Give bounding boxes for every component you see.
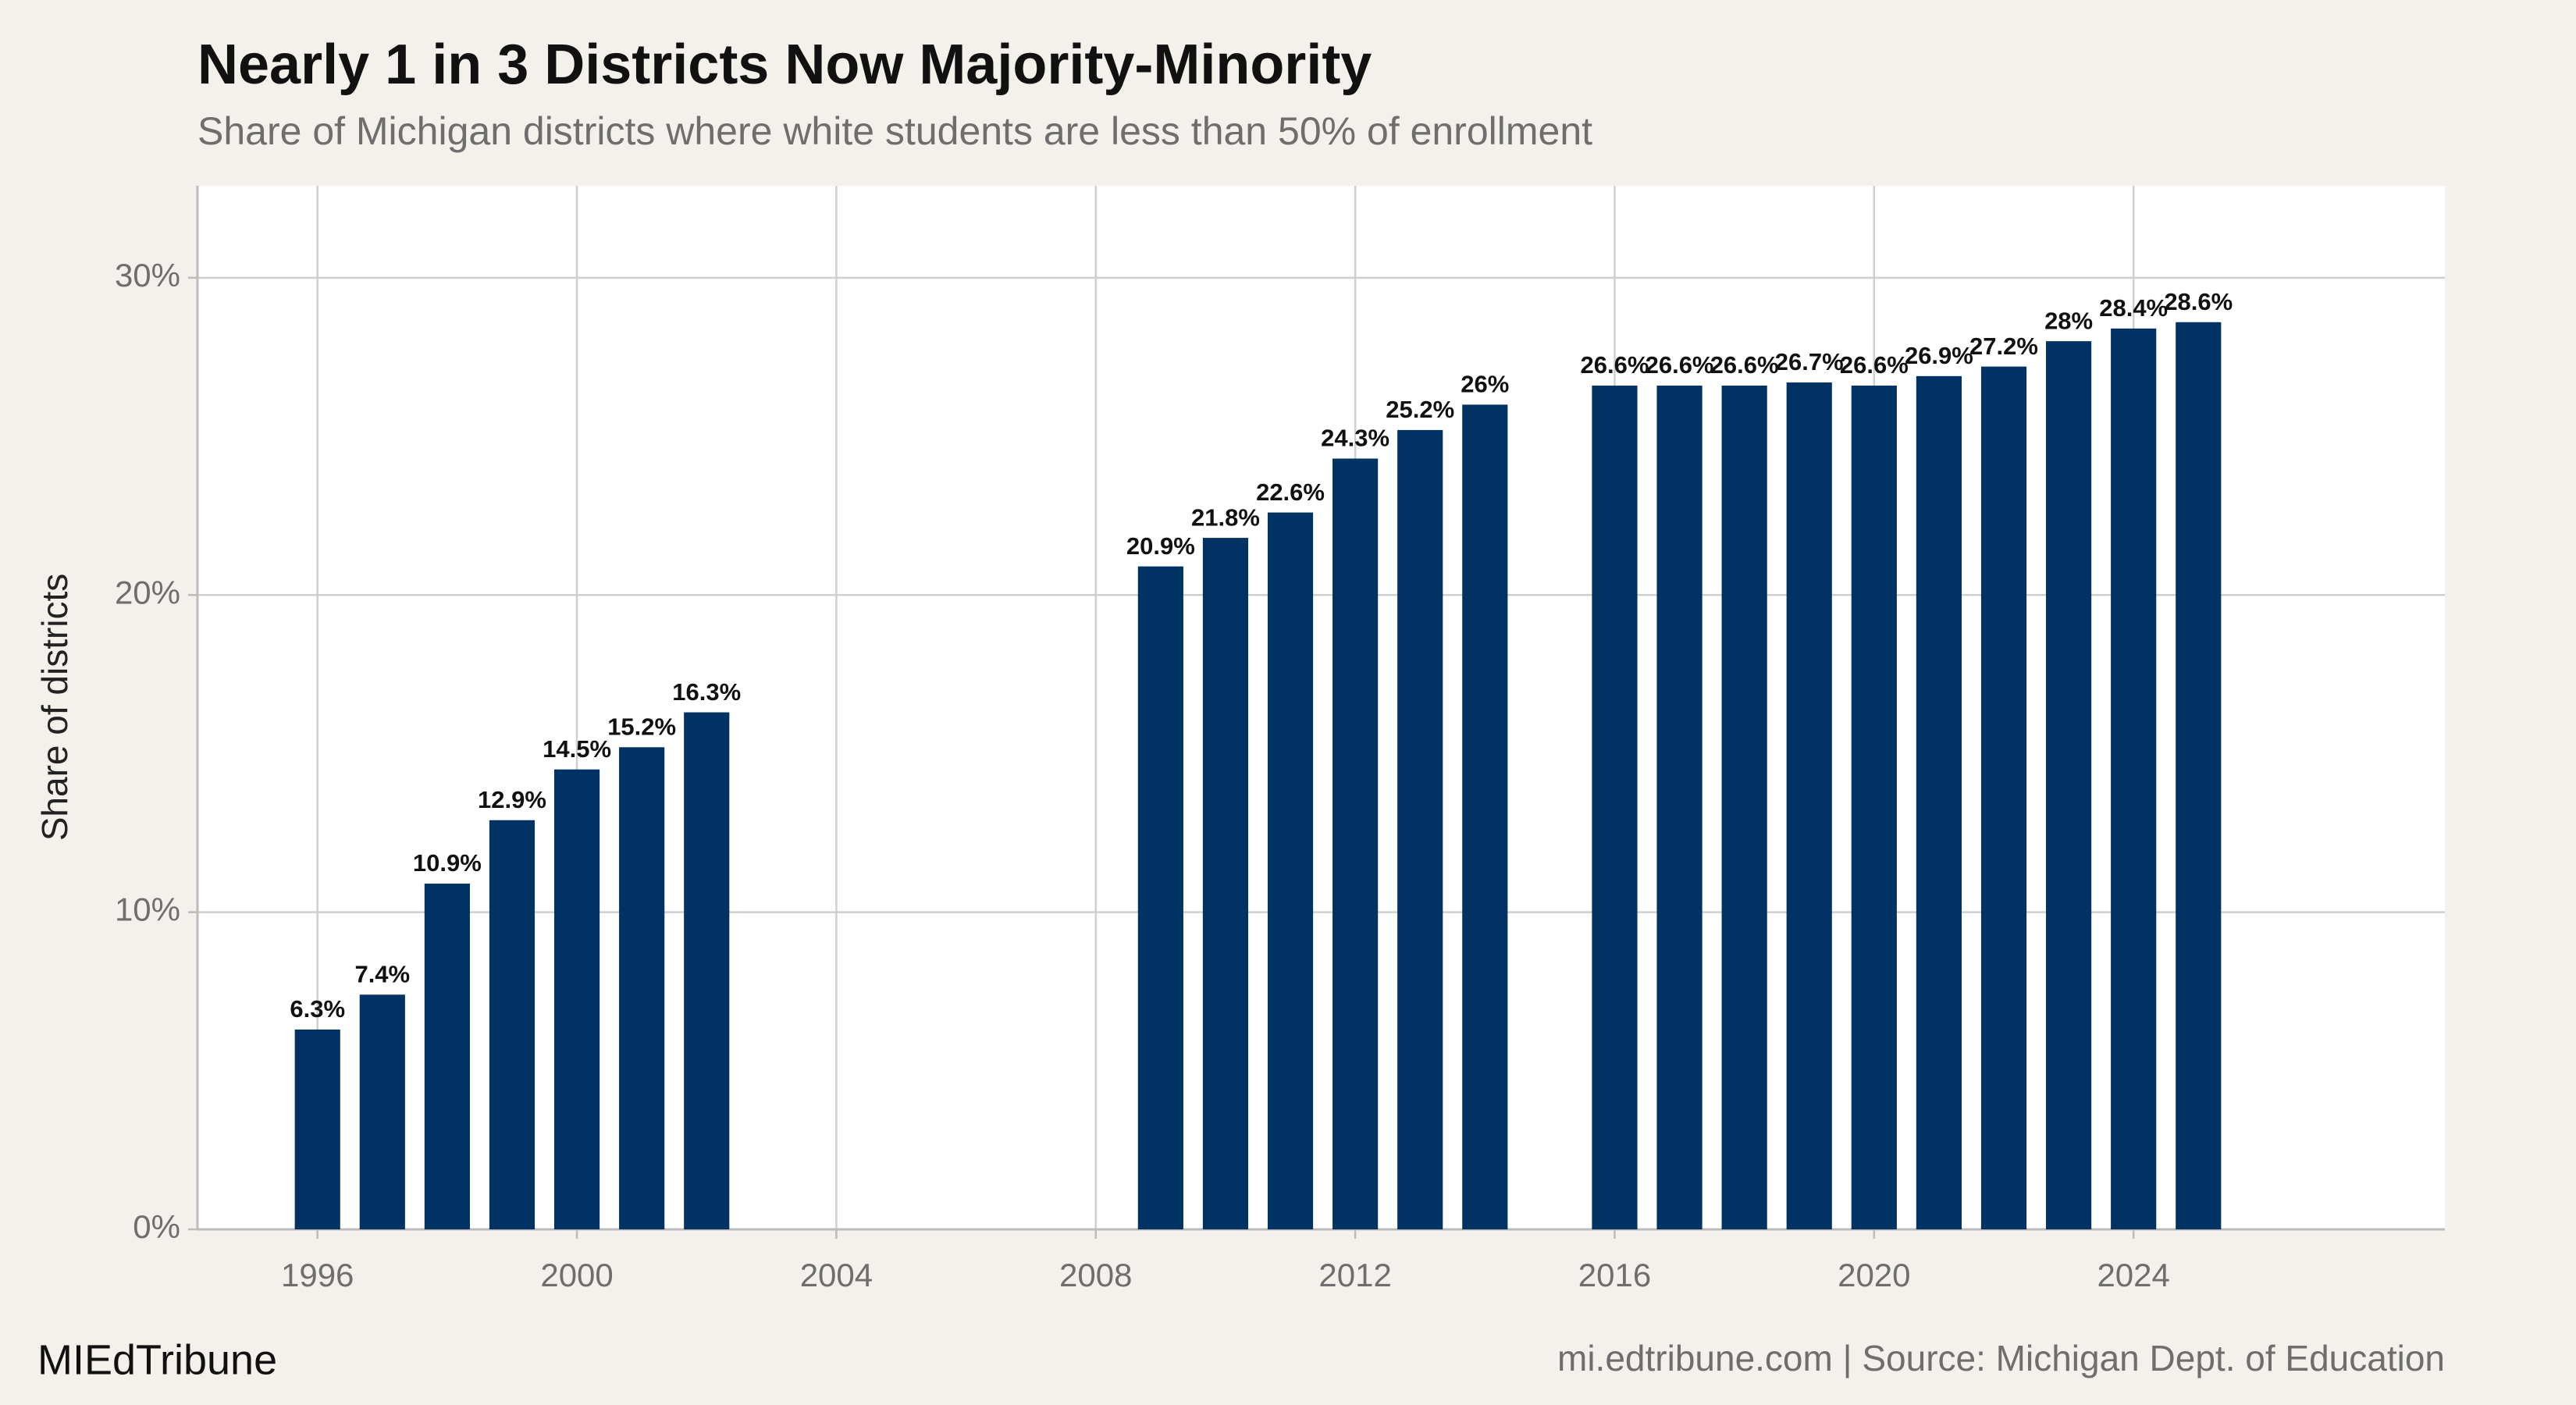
data-label: 6.3% [290,995,345,1023]
chart-subtitle: Share of Michigan districts where white … [197,109,1592,153]
bar [1397,429,1443,1229]
data-label: 28.4% [2099,294,2168,322]
data-label: 26.9% [1905,342,1973,369]
data-label: 26.6% [1840,351,1909,379]
y-tick-label: 30% [115,257,180,293]
bar [2111,328,2157,1230]
data-label: 7.4% [354,960,410,987]
chart-title: Nearly 1 in 3 Districts Now Majority-Min… [197,34,1372,96]
data-label: 26.6% [1646,351,1714,379]
bar [1267,512,1314,1229]
bar [294,1029,340,1229]
bar [684,712,730,1229]
data-label: 26% [1461,371,1509,398]
data-label: 10.9% [413,849,482,877]
bar [1332,458,1379,1229]
data-label: 26.6% [1581,351,1649,379]
bar [1980,366,2027,1229]
x-tick-label: 2016 [1578,1257,1651,1293]
bar [1462,404,1508,1229]
data-label: 22.6% [1256,478,1325,506]
x-tick-label: 2012 [1318,1257,1391,1293]
bar [2046,341,2092,1229]
data-label: 21.8% [1191,503,1260,531]
bar [1721,386,1767,1230]
y-tick-label: 10% [115,891,180,928]
bar [1592,386,1638,1230]
x-tick-label: 2020 [1838,1257,1910,1293]
data-label: 16.3% [672,678,741,706]
bar [1656,386,1703,1230]
y-axis-label: Share of districts [34,574,75,841]
x-tick-label: 2008 [1059,1257,1132,1293]
brand: MIEdTribune [37,1336,277,1383]
y-tick-label: 20% [115,574,180,610]
x-tick-label: 2000 [540,1257,613,1293]
bar [1851,386,1897,1230]
data-label: 12.9% [478,786,546,813]
data-label: 26.7% [1775,348,1844,375]
data-label: 28.6% [2164,288,2233,315]
data-label: 24.3% [1321,425,1389,452]
x-tick-label: 1996 [281,1257,354,1293]
bar [489,820,535,1229]
bar [359,994,405,1229]
y-tick-label: 0% [133,1208,180,1245]
data-label: 14.5% [543,735,611,763]
source: mi.edtribune.com | Source: Michigan Dept… [1557,1338,2445,1378]
bar [2176,322,2222,1230]
data-label: 28% [2044,307,2093,334]
bar [1137,566,1183,1229]
data-label: 27.2% [1969,333,2038,360]
x-tick-label: 2024 [2097,1257,2169,1293]
bar [424,884,470,1229]
bar [1202,538,1249,1229]
bar [553,769,600,1229]
data-label: 26.6% [1710,351,1779,379]
data-label: 25.2% [1386,396,1454,423]
bar [1916,375,1962,1229]
bar [619,747,665,1229]
x-tick-label: 2004 [800,1257,873,1293]
data-label: 15.2% [607,713,676,740]
bar [1786,382,1832,1229]
data-label: 20.9% [1126,532,1195,560]
